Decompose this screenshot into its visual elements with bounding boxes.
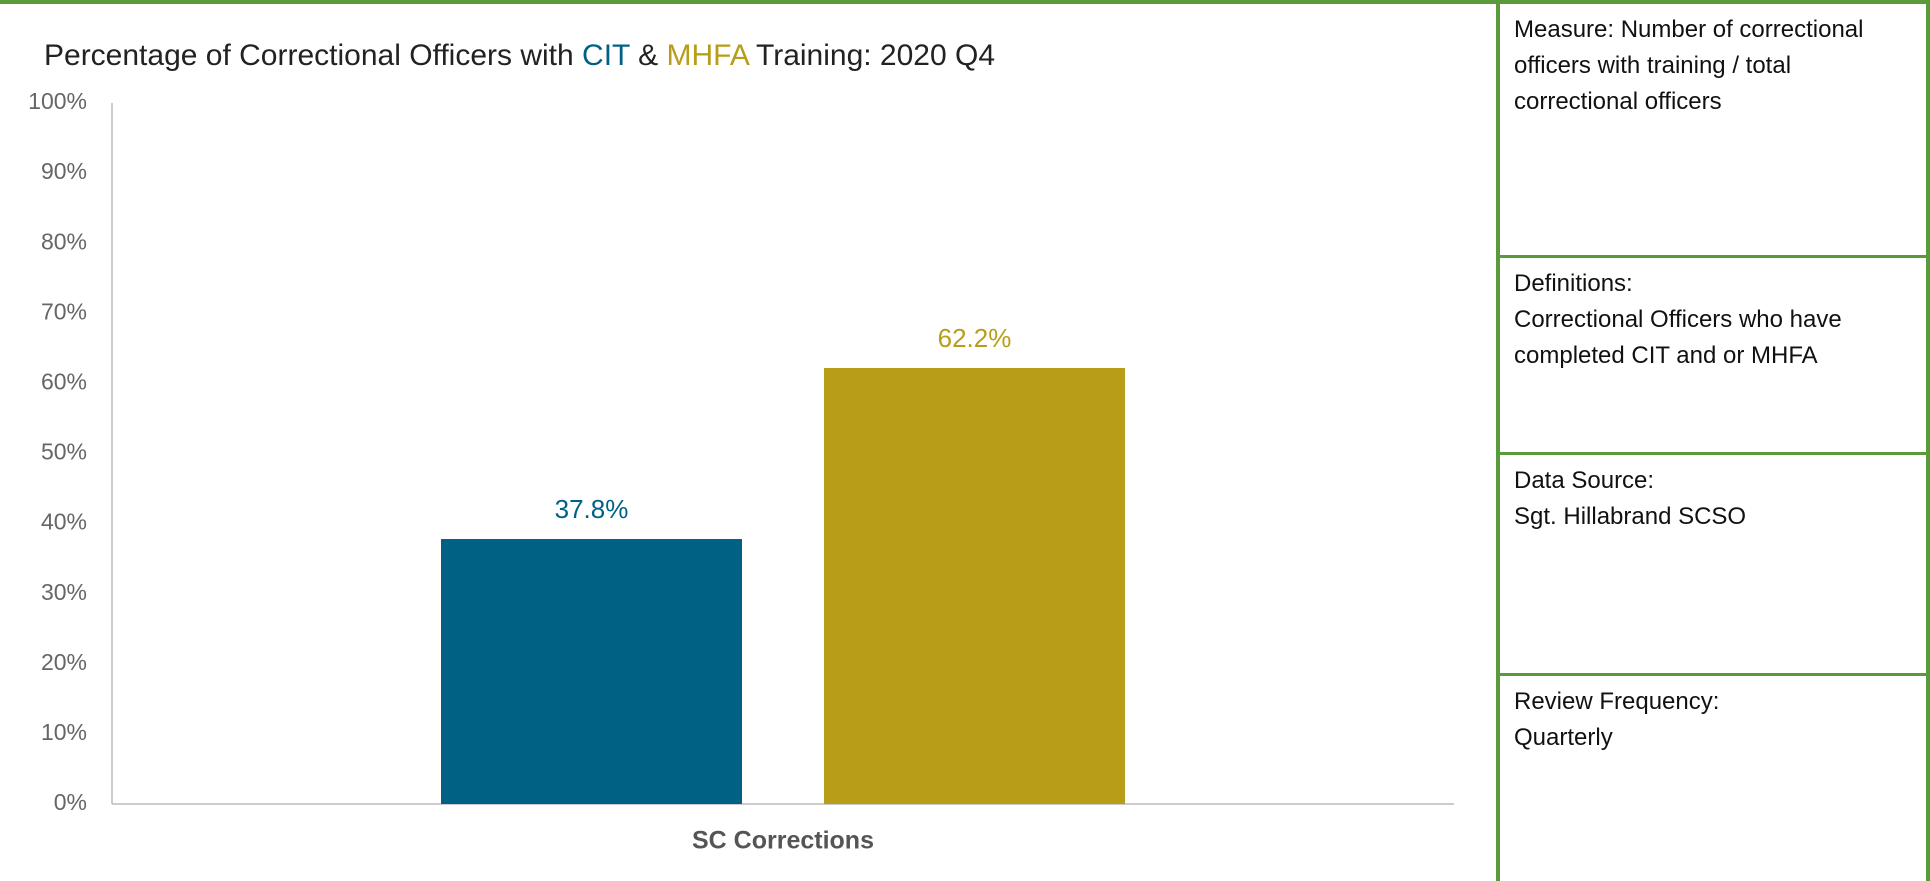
y-tick-label: 50% [41,439,87,465]
panel-heading: Review Frequency: [1514,688,1720,715]
title-part: Percentage of Correctional Officers with [44,39,582,72]
x-tick-label: SC Corrections [692,827,874,855]
panel: Measure: Number of correctional officers… [1496,4,1930,258]
y-tick-label: 20% [41,649,87,675]
title-part: Training: 2020 Q4 [748,39,995,72]
panel-heading: Data Source: [1514,467,1655,494]
panel: Data Source: Sgt. Hillabrand SCSO [1496,455,1930,676]
bar [824,367,1125,804]
panel-text: Quarterly [1514,724,1613,751]
y-tick-label: 0% [54,789,87,815]
bar [441,539,742,804]
panel-text: Sgt. Hillabrand SCSO [1514,503,1747,530]
panel-heading: Measure: [1514,16,1615,43]
y-tick-label: 80% [41,228,87,254]
panel: Definitions: Correctional Officers who ha… [1496,258,1930,455]
panel-text: Correctional Officers who have completed… [1514,306,1842,369]
value-label: 62.2% [938,323,1012,353]
panel-text: Number of correctional officers with tra… [1514,16,1864,115]
y-tick-label: 40% [41,509,87,535]
panel-heading: Definitions: [1514,270,1633,297]
title-series: MHFA [667,39,750,72]
y-tick-label: 90% [41,158,87,184]
title-series: CIT [582,39,630,72]
y-tick-label: 60% [41,368,87,394]
chart: Percentage of Correctional Officers with… [28,39,1454,855]
y-tick-label: 10% [41,719,87,745]
value-label: 37.8% [555,494,629,524]
y-tick-label: 70% [41,298,87,324]
chart-title: Percentage of Correctional Officers with… [44,39,995,72]
panel: Review Frequency: Quarterly [1496,676,1930,881]
y-tick-label: 30% [41,579,87,605]
title-part: & [630,39,667,72]
y-tick-label: 100% [28,88,87,114]
